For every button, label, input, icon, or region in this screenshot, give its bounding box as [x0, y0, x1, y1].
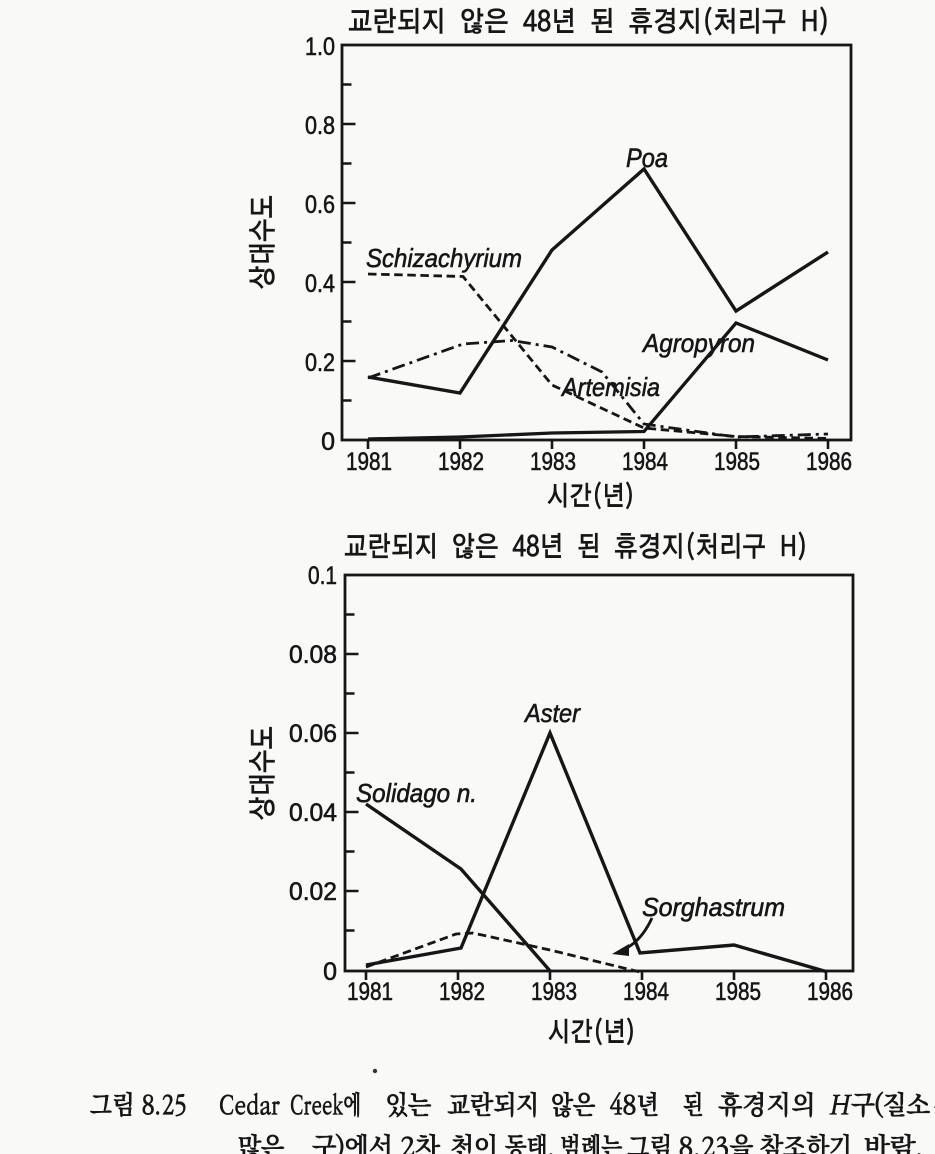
- svg-text:1982: 1982: [438, 448, 484, 476]
- svg-text:0.02: 0.02: [289, 878, 337, 906]
- svg-text:1983: 1983: [530, 448, 576, 476]
- svg-text:Poa: Poa: [626, 143, 668, 173]
- svg-text:0.1: 0.1: [308, 562, 337, 590]
- svg-text:1983: 1983: [531, 978, 577, 1006]
- svg-text:Sorghastrum: Sorghastrum: [642, 892, 785, 922]
- svg-text:Aster: Aster: [523, 698, 581, 728]
- svg-text:0.06: 0.06: [289, 720, 337, 748]
- svg-text:1981: 1981: [346, 448, 392, 476]
- svg-text:1985: 1985: [714, 448, 760, 476]
- svg-text:Artemisia: Artemisia: [560, 372, 660, 402]
- svg-text:0.4: 0.4: [305, 270, 335, 298]
- svg-text:Solidago n.: Solidago n.: [356, 778, 477, 808]
- svg-text:0: 0: [321, 428, 335, 456]
- svg-text:1982: 1982: [439, 978, 485, 1006]
- svg-text:0.2: 0.2: [305, 349, 335, 377]
- svg-text:0.8: 0.8: [305, 112, 335, 140]
- svg-text:Agropyron: Agropyron: [641, 328, 755, 358]
- svg-text:0.04: 0.04: [289, 799, 337, 827]
- svg-text:Schizachyrium: Schizachyrium: [366, 243, 522, 273]
- svg-text:1986: 1986: [806, 448, 852, 476]
- svg-text:1986: 1986: [807, 978, 853, 1006]
- svg-text:1984: 1984: [623, 978, 669, 1006]
- svg-text:0.08: 0.08: [289, 641, 337, 669]
- svg-text:1985: 1985: [715, 978, 761, 1006]
- svg-text:1.0: 1.0: [305, 33, 335, 61]
- svg-text:1984: 1984: [622, 448, 668, 476]
- svg-text:1981: 1981: [347, 978, 393, 1006]
- svg-text:0.6: 0.6: [305, 191, 335, 219]
- svg-text:0: 0: [323, 958, 337, 986]
